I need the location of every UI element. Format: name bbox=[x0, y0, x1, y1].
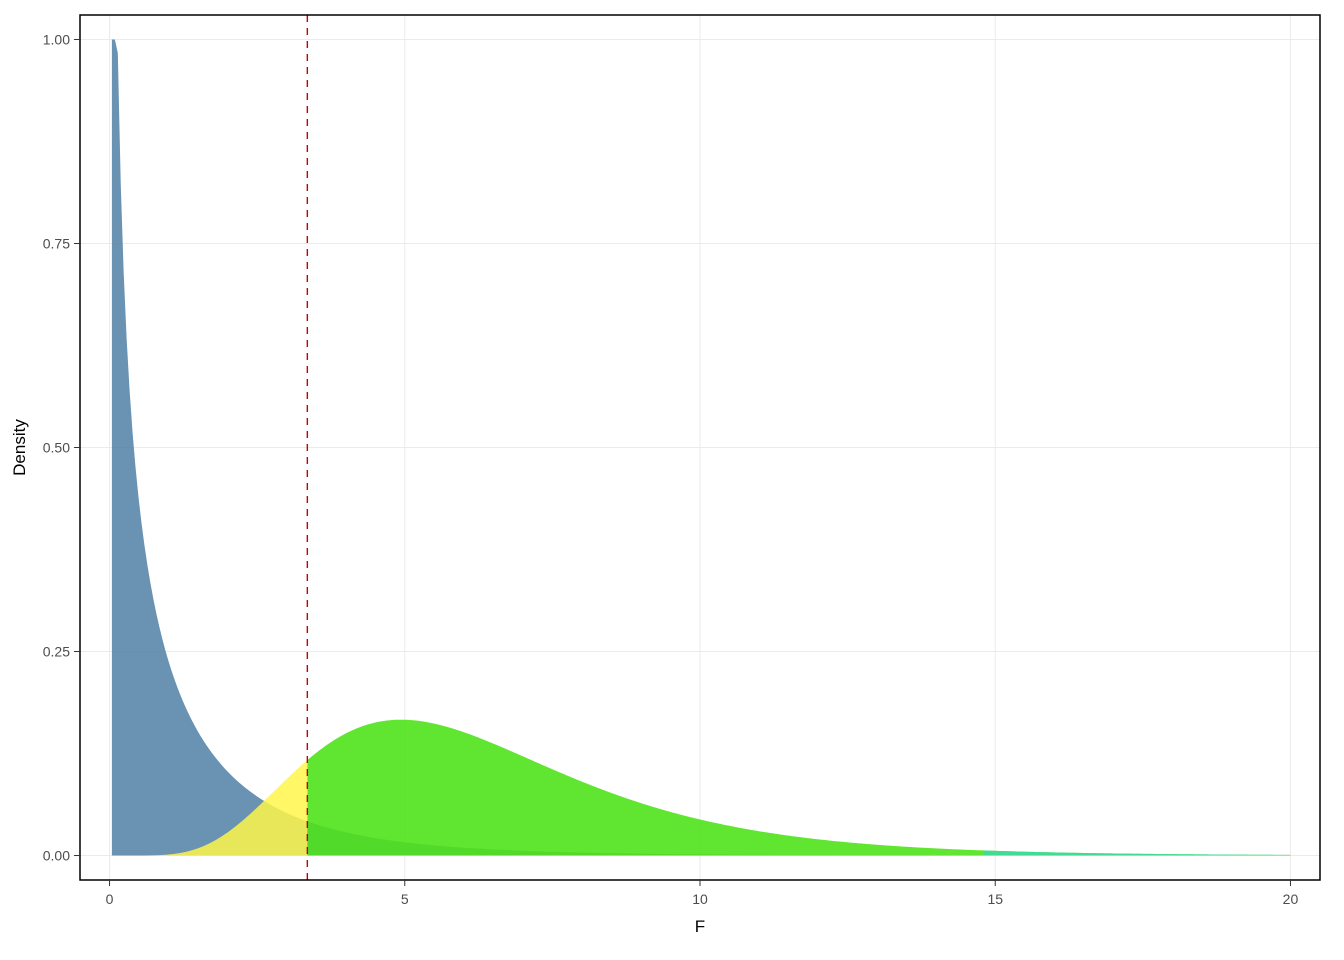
x-tick-label: 5 bbox=[401, 891, 409, 907]
y-tick-label: 0.00 bbox=[43, 848, 70, 864]
x-tick-label: 10 bbox=[692, 891, 708, 907]
y-axis-title: Density bbox=[10, 419, 29, 476]
y-tick-label: 0.50 bbox=[43, 440, 70, 456]
x-tick-label: 15 bbox=[987, 891, 1003, 907]
x-tick-label: 20 bbox=[1283, 891, 1299, 907]
chart-svg: 0 5 10 15 20 0.00 0.25 0.50 0.75 1.00 F Density bbox=[0, 0, 1344, 960]
y-tick-label: 0.75 bbox=[43, 235, 70, 251]
x-tick-label: 0 bbox=[106, 891, 114, 907]
y-tick-label: 0.25 bbox=[43, 644, 70, 660]
density-chart: 0 5 10 15 20 0.00 0.25 0.50 0.75 1.00 F Density bbox=[0, 0, 1344, 960]
x-axis-title: F bbox=[695, 917, 705, 936]
y-tick-label: 1.00 bbox=[43, 31, 70, 47]
